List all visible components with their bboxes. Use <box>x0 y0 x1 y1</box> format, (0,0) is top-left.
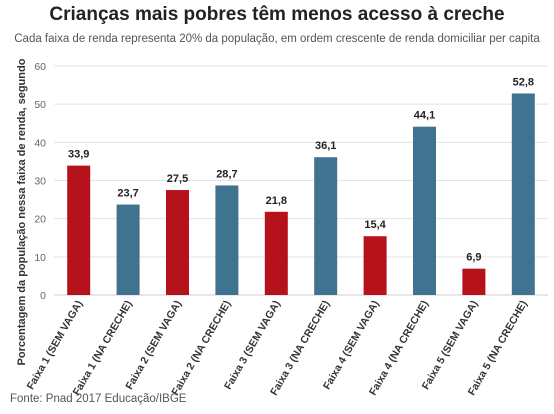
data-labels: 33,9 23,7 27,5 28,7 21,8 36,1 15,4 44,1 6,9 52,8 <box>68 76 534 263</box>
data-label: 6,9 <box>466 252 481 264</box>
bar <box>264 211 288 295</box>
data-label: 36,1 <box>315 140 336 152</box>
bars <box>67 93 535 295</box>
bar <box>314 157 338 295</box>
data-label: 33,9 <box>68 149 89 161</box>
data-label: 28,7 <box>216 168 237 180</box>
bar <box>511 93 535 295</box>
y-axis-label: Porcentagem da população nessa faixa de … <box>16 58 28 365</box>
bar <box>67 165 91 295</box>
data-label: 52,8 <box>513 76 534 88</box>
y-tick-label: 50 <box>34 99 46 111</box>
bar <box>215 185 239 295</box>
y-tick-label: 60 <box>34 61 46 73</box>
x-tick-label: Faixa 5 (SEM VAGA) <box>420 299 481 392</box>
bar <box>462 268 486 295</box>
data-label: 44,1 <box>414 110 435 122</box>
source-note: Fonte: Pnad 2017 Educação/IBGE <box>10 393 187 405</box>
y-tick-label: 20 <box>34 214 46 226</box>
bar <box>413 126 436 295</box>
bar <box>116 204 140 295</box>
data-label: 23,7 <box>117 188 138 200</box>
data-label: 27,5 <box>167 173 188 185</box>
y-axis-ticks: 0 10 20 30 40 50 60 <box>34 61 46 302</box>
y-tick-label: 30 <box>34 176 46 188</box>
bar <box>363 236 387 295</box>
bar <box>166 190 189 295</box>
x-tick-label: Faixa 4 (SEM VAGA) <box>321 299 382 392</box>
y-tick-label: 10 <box>34 252 46 264</box>
data-label: 21,8 <box>266 195 287 207</box>
x-axis-labels: Faixa 1 (SEM VAGA)Faixa 1 (NA CRECHE)Fai… <box>25 299 530 398</box>
data-label: 15,4 <box>364 219 386 231</box>
chart-subtitle: Cada faixa de renda representa 20% da po… <box>14 33 540 45</box>
x-tick-label: Faixa 1 (SEM VAGA) <box>25 299 86 392</box>
chart-title: Crianças mais pobres têm menos acesso à … <box>49 4 505 25</box>
y-tick-label: 0 <box>40 290 46 302</box>
y-tick-label: 40 <box>34 137 46 149</box>
x-tick-label: Faixa 2 (SEM VAGA) <box>123 299 184 392</box>
x-tick-label: Faixa 3 (SEM VAGA) <box>222 299 283 392</box>
